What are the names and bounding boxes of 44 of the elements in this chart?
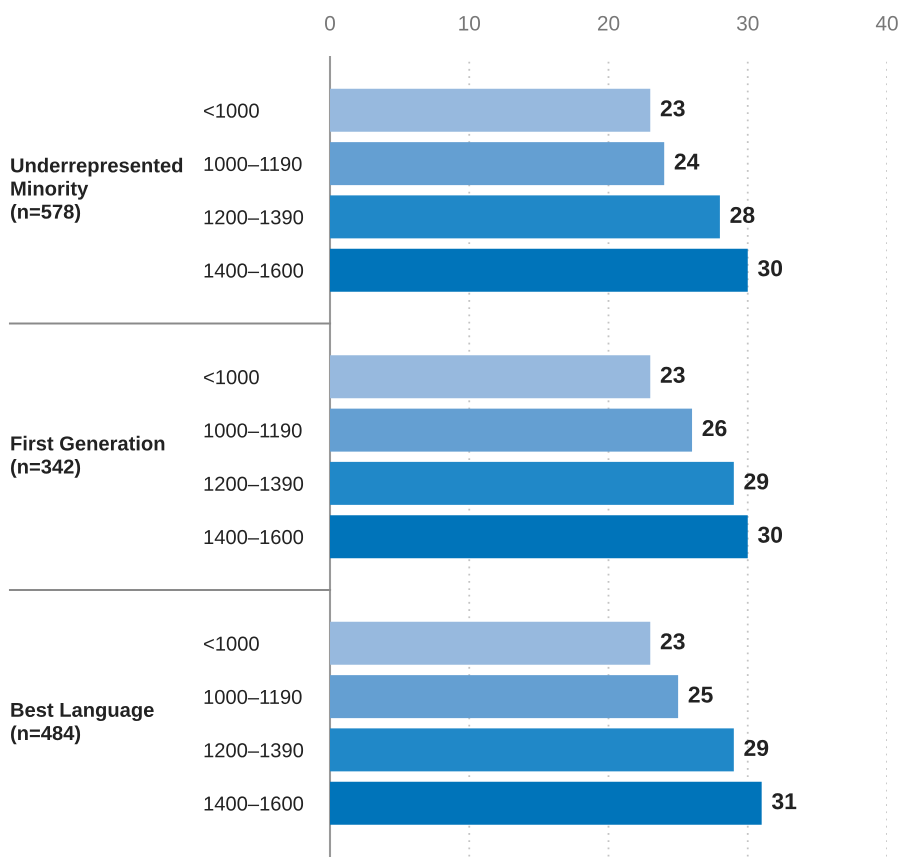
y-tick-label: 1000–1190: [204, 423, 302, 438]
data-label: 29: [744, 473, 768, 490]
x-tick-label: 0: [325, 16, 335, 31]
data-label: 26: [702, 420, 726, 436]
bar: [330, 462, 734, 505]
y-tick-label: 1200–1390: [204, 476, 304, 491]
bar: [330, 515, 748, 558]
x-tick-label: 10: [459, 16, 480, 31]
bar: [330, 728, 734, 772]
data-label: 24: [674, 154, 700, 170]
y-tick-label: 1400–1600: [204, 530, 304, 544]
x-tick-label: 30: [736, 16, 759, 31]
data-label: 23: [660, 100, 685, 116]
bar: [330, 195, 720, 238]
bar: [330, 782, 762, 825]
y-tick-label: 1200–1390: [204, 743, 304, 758]
data-label: 30: [758, 526, 782, 543]
bar: [330, 248, 748, 292]
x-tick-label: 20: [598, 16, 620, 31]
y-tick-label: <1000: [204, 636, 259, 651]
x-tick-label: 40: [876, 16, 898, 31]
y-axis-title: First Generation (n=342): [11, 436, 164, 478]
bar: [330, 622, 650, 665]
y-tick-label: 1000–1190: [204, 156, 302, 172]
bar: [330, 675, 678, 718]
bar: [330, 142, 664, 186]
bar: [330, 88, 650, 132]
y-tick-label: 1400–1600: [204, 263, 304, 278]
data-label: 28: [730, 206, 754, 224]
data-label: 23: [660, 633, 685, 650]
y-tick-label: 1200–1390: [204, 210, 304, 224]
y-tick-label: 1400–1600: [204, 796, 304, 811]
y-axis-title: Underrepresented Minority (n=578): [11, 158, 182, 223]
bar: [330, 355, 650, 398]
y-tick-label: <1000: [204, 104, 259, 118]
data-label: 29: [744, 740, 768, 756]
data-label: 23: [660, 366, 685, 383]
y-axis-title: Best Language (n=484): [11, 702, 154, 744]
y-tick-label: 1000–1190: [204, 690, 302, 704]
data-label: 31: [772, 793, 796, 810]
bar: [330, 408, 692, 452]
data-label: 30: [758, 260, 782, 276]
y-tick-label: <1000: [204, 370, 259, 384]
data-label: 25: [688, 686, 713, 703]
